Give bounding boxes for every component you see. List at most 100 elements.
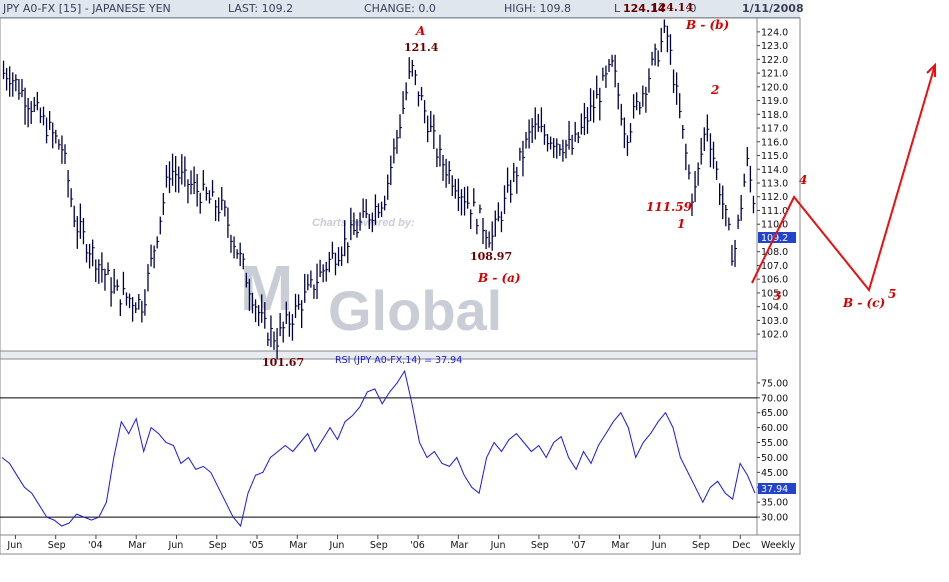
x-tick-label: Sep [209,540,227,551]
rsi-panel-frame [0,358,758,536]
price-bar [380,201,384,218]
price-bar [709,133,713,168]
rsi-tick-label: 65.00 [761,408,788,419]
price-bar [264,302,267,329]
x-tick-label: Sep [692,540,710,551]
price-bar [64,144,68,165]
x-tick-label: '04 [88,540,103,551]
wave-b-a-label: B - (a) [477,271,521,285]
price-bar [242,253,246,270]
price-bar [196,174,200,207]
price-tick-label: 119.0 [761,96,788,107]
price-bar [159,216,163,235]
price-bar [725,204,728,227]
price-bar [181,154,184,185]
high-value: HIGH: 109.8 [504,2,572,15]
price-bar [224,200,227,217]
projection-arrow-head [926,62,936,77]
price-bar [399,114,403,139]
x-tick-label: Mar [289,540,307,551]
price-bar [39,107,43,124]
x-tick-label: Mar [611,540,629,551]
rsi-last-tag [758,483,796,494]
price-bar [15,74,18,92]
price-bar [165,165,169,188]
price-bar [310,270,313,288]
price-bar [503,185,507,214]
price-bar [433,114,436,150]
price-bar [562,139,565,162]
price-bar [556,138,559,159]
price-bar [620,103,624,126]
wave-b-b-price: 124.14 [651,1,693,14]
x-tick-label: Jun [490,540,506,551]
price-bar [599,87,602,121]
price-bar [734,239,738,267]
price-bar [2,60,6,80]
price-bar [205,186,209,201]
rsi-last-label: 37.94 [761,484,788,495]
price-bar [525,131,529,149]
chart-header: JPY A0-FX [15] - JAPANESE YEN LAST: 109.… [0,0,804,18]
x-axis: Jun Sep '04 Mar Jun Sep '05 Mar Jun Sep '06 Mar Jun S… [6,535,796,551]
price-bar [356,219,359,238]
price-bar [571,134,575,155]
price-bar [531,118,535,144]
rsi-tick-label: 50.00 [761,453,788,464]
price-bar [9,66,12,97]
period-label: Weekly [761,540,796,551]
price-bar [251,292,255,314]
x-tick-label: Sep [370,540,388,551]
price-bar [131,297,135,322]
price-bar [21,78,24,98]
x-tick-label: Sep [531,540,549,551]
price-tick-label: 117.0 [761,124,788,135]
price-bar [178,166,181,193]
price-tick-label: 111.0 [761,206,788,217]
price-bar [294,293,298,319]
price-tick-label: 103.0 [761,316,788,327]
price-bar [580,113,584,135]
price-bar [365,199,369,219]
price-bar [88,243,92,269]
wave-3-label: 3 [773,289,781,303]
price-tick-label: 122.0 [761,55,788,66]
price-bar [208,190,212,204]
price-bar [82,217,86,245]
price-bar [304,273,307,303]
price-bar [168,161,172,194]
price-bar [55,129,58,144]
price-bar [350,207,353,241]
price-bar [245,272,249,288]
price-bar [95,259,98,283]
price-bar [141,300,144,323]
price-bar [629,123,633,143]
price-bar [128,293,132,309]
low-prefix: L [614,2,621,15]
price-bar [48,111,52,130]
price-bar [261,294,264,323]
wave-1-price: 111.59 [646,200,693,214]
rsi-tick-label: 55.00 [761,438,788,449]
price-bar [334,252,338,276]
price-bar [67,169,71,198]
price-bar [218,197,221,222]
price-bar [24,87,28,125]
price-bar [559,144,562,156]
price-bar [466,186,470,209]
price-bar [396,129,399,154]
x-tick-label: Jun [167,540,183,551]
price-bar [221,187,224,211]
price-bar [537,113,541,132]
watermark-m: M [240,252,293,324]
price-tick-label: 118.0 [761,110,788,121]
price-bar [577,131,581,144]
price-bar [675,72,679,105]
price-bar [436,148,439,168]
price-bar [423,100,427,124]
price-tick-label: 105.0 [761,288,788,299]
x-tick-label: Jun [6,540,22,551]
price-bar [319,259,323,278]
price-bar [457,178,461,212]
price-bars [2,19,756,360]
